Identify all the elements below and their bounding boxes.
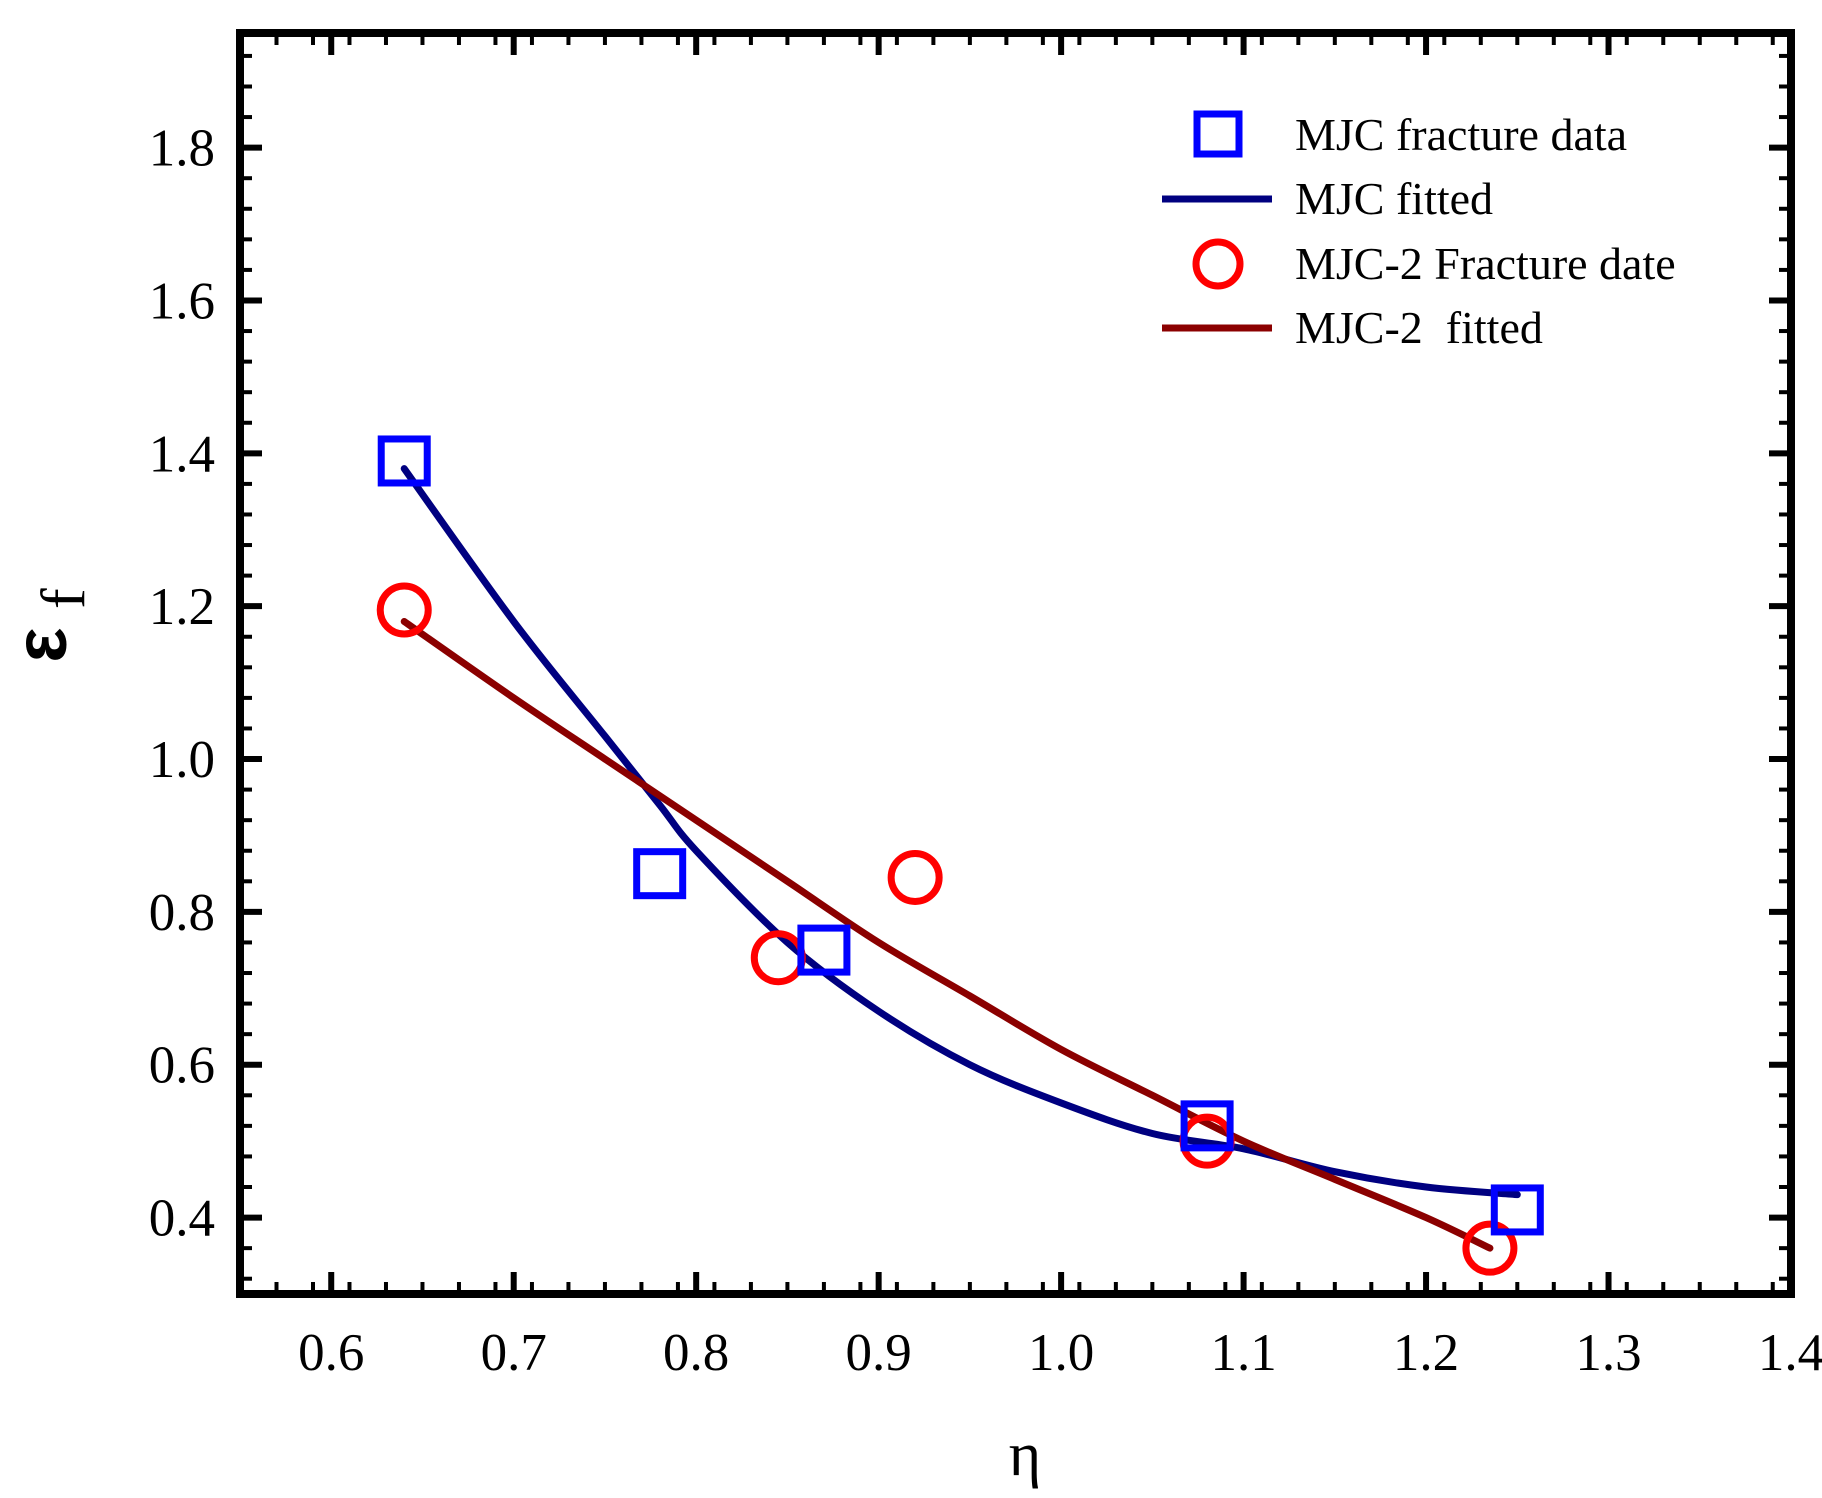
mjc2-data-point bbox=[887, 849, 943, 905]
y-tick-label: 1.0 bbox=[149, 731, 215, 789]
mjc2-data-point bbox=[1462, 1220, 1518, 1276]
mjc-data-point bbox=[633, 848, 687, 900]
mjc-data-point bbox=[1490, 1184, 1544, 1236]
x-tick-label: 1.3 bbox=[1575, 1324, 1641, 1382]
x-tick-label: 0.9 bbox=[846, 1324, 912, 1382]
series-layer bbox=[376, 435, 1544, 1276]
legend-square-marker bbox=[1193, 110, 1243, 158]
x-tick-label: 0.7 bbox=[481, 1324, 547, 1382]
x-tick-label: 0.8 bbox=[663, 1324, 729, 1382]
legend: MJC fracture data MJC fitted MJC-2 Fractur… bbox=[1162, 109, 1676, 353]
y-tick-label: 1.2 bbox=[149, 578, 215, 636]
y-tick-label: 0.6 bbox=[149, 1037, 215, 1095]
x-tick-label: 1.1 bbox=[1210, 1324, 1276, 1382]
x-tick-label: 1.2 bbox=[1393, 1324, 1459, 1382]
y-axis-title-sub: f bbox=[30, 588, 98, 609]
legend-label: MJC-2 fitted bbox=[1295, 302, 1543, 353]
y-tick-labels: 0.4 0.6 0.8 1.0 1.2 1.4 1.6 1.8 bbox=[149, 120, 215, 1248]
legend-circle-marker bbox=[1192, 238, 1244, 290]
y-tick-label: 0.8 bbox=[149, 884, 215, 942]
x-tick-label: 1.0 bbox=[1028, 1324, 1094, 1382]
x-tick-label: 0.6 bbox=[298, 1324, 364, 1382]
mjc-data-point bbox=[1180, 1100, 1234, 1152]
y-tick-label: 1.8 bbox=[149, 120, 215, 178]
legend-label: MJC fitted bbox=[1295, 173, 1493, 224]
legend-label: MJC-2 Fracture date bbox=[1295, 238, 1676, 289]
x-tick-label: 1.4 bbox=[1758, 1324, 1822, 1382]
mjc2-data-point bbox=[376, 582, 432, 638]
series-line-1 bbox=[400, 465, 1521, 1199]
y-tick-label: 0.4 bbox=[149, 1190, 215, 1248]
x-tick-labels: 0.6 0.7 0.8 0.9 1.0 1.1 1.2 1.3 1.4 bbox=[298, 1324, 1822, 1382]
y-tick-label: 1.4 bbox=[149, 425, 215, 483]
x-axis-title: η bbox=[1009, 1421, 1041, 1489]
series-line-3 bbox=[400, 617, 1494, 1252]
plot-frame bbox=[236, 29, 1795, 1298]
y-axis-title-main: ε bbox=[0, 627, 82, 662]
y-axis-title: ε f bbox=[0, 588, 98, 663]
axis-ticks bbox=[240, 33, 1794, 1294]
mjc2-data-point bbox=[750, 930, 806, 986]
y-tick-label: 1.6 bbox=[149, 272, 215, 330]
mjc-data-point bbox=[797, 924, 851, 976]
mjc-data-point bbox=[377, 435, 431, 487]
legend-label: MJC fracture data bbox=[1295, 109, 1627, 160]
